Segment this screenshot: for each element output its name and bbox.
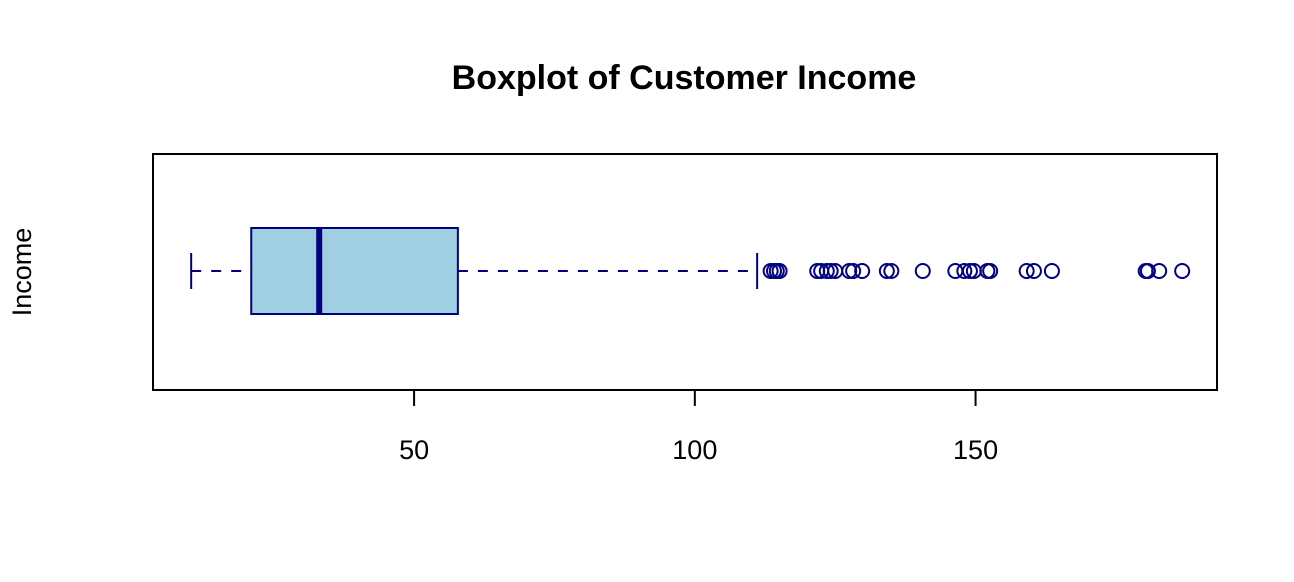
outlier-point [1018, 263, 1035, 279]
outlier-point [771, 263, 788, 279]
x-tick-label: 150 [953, 435, 998, 465]
outlier-point [1174, 263, 1191, 279]
box-series [190, 227, 759, 315]
outlier-point [961, 263, 978, 279]
x-tick-label: 100 [672, 435, 717, 465]
outlier-point [982, 263, 999, 279]
outlier-point [822, 263, 839, 279]
y-axis-label: Income [7, 228, 37, 317]
outlier-point [914, 263, 931, 279]
outlier-point [956, 263, 973, 279]
outliers [762, 263, 1191, 279]
outlier-point [883, 263, 900, 279]
outlier-point [845, 263, 862, 279]
chart-title: Boxplot of Customer Income [452, 59, 917, 97]
outlier-point [1025, 263, 1042, 279]
x-tick-label: 50 [399, 435, 429, 465]
outlier-point [878, 263, 895, 279]
outlier-point [841, 263, 858, 279]
outlier-point [1043, 263, 1060, 279]
outlier-point [1151, 263, 1168, 279]
interquartile-box [250, 227, 459, 315]
outlier-point [818, 263, 835, 279]
outlier-point [854, 263, 871, 279]
outlier-point [1139, 263, 1156, 279]
x-axis: 50 100 150 [399, 389, 998, 465]
